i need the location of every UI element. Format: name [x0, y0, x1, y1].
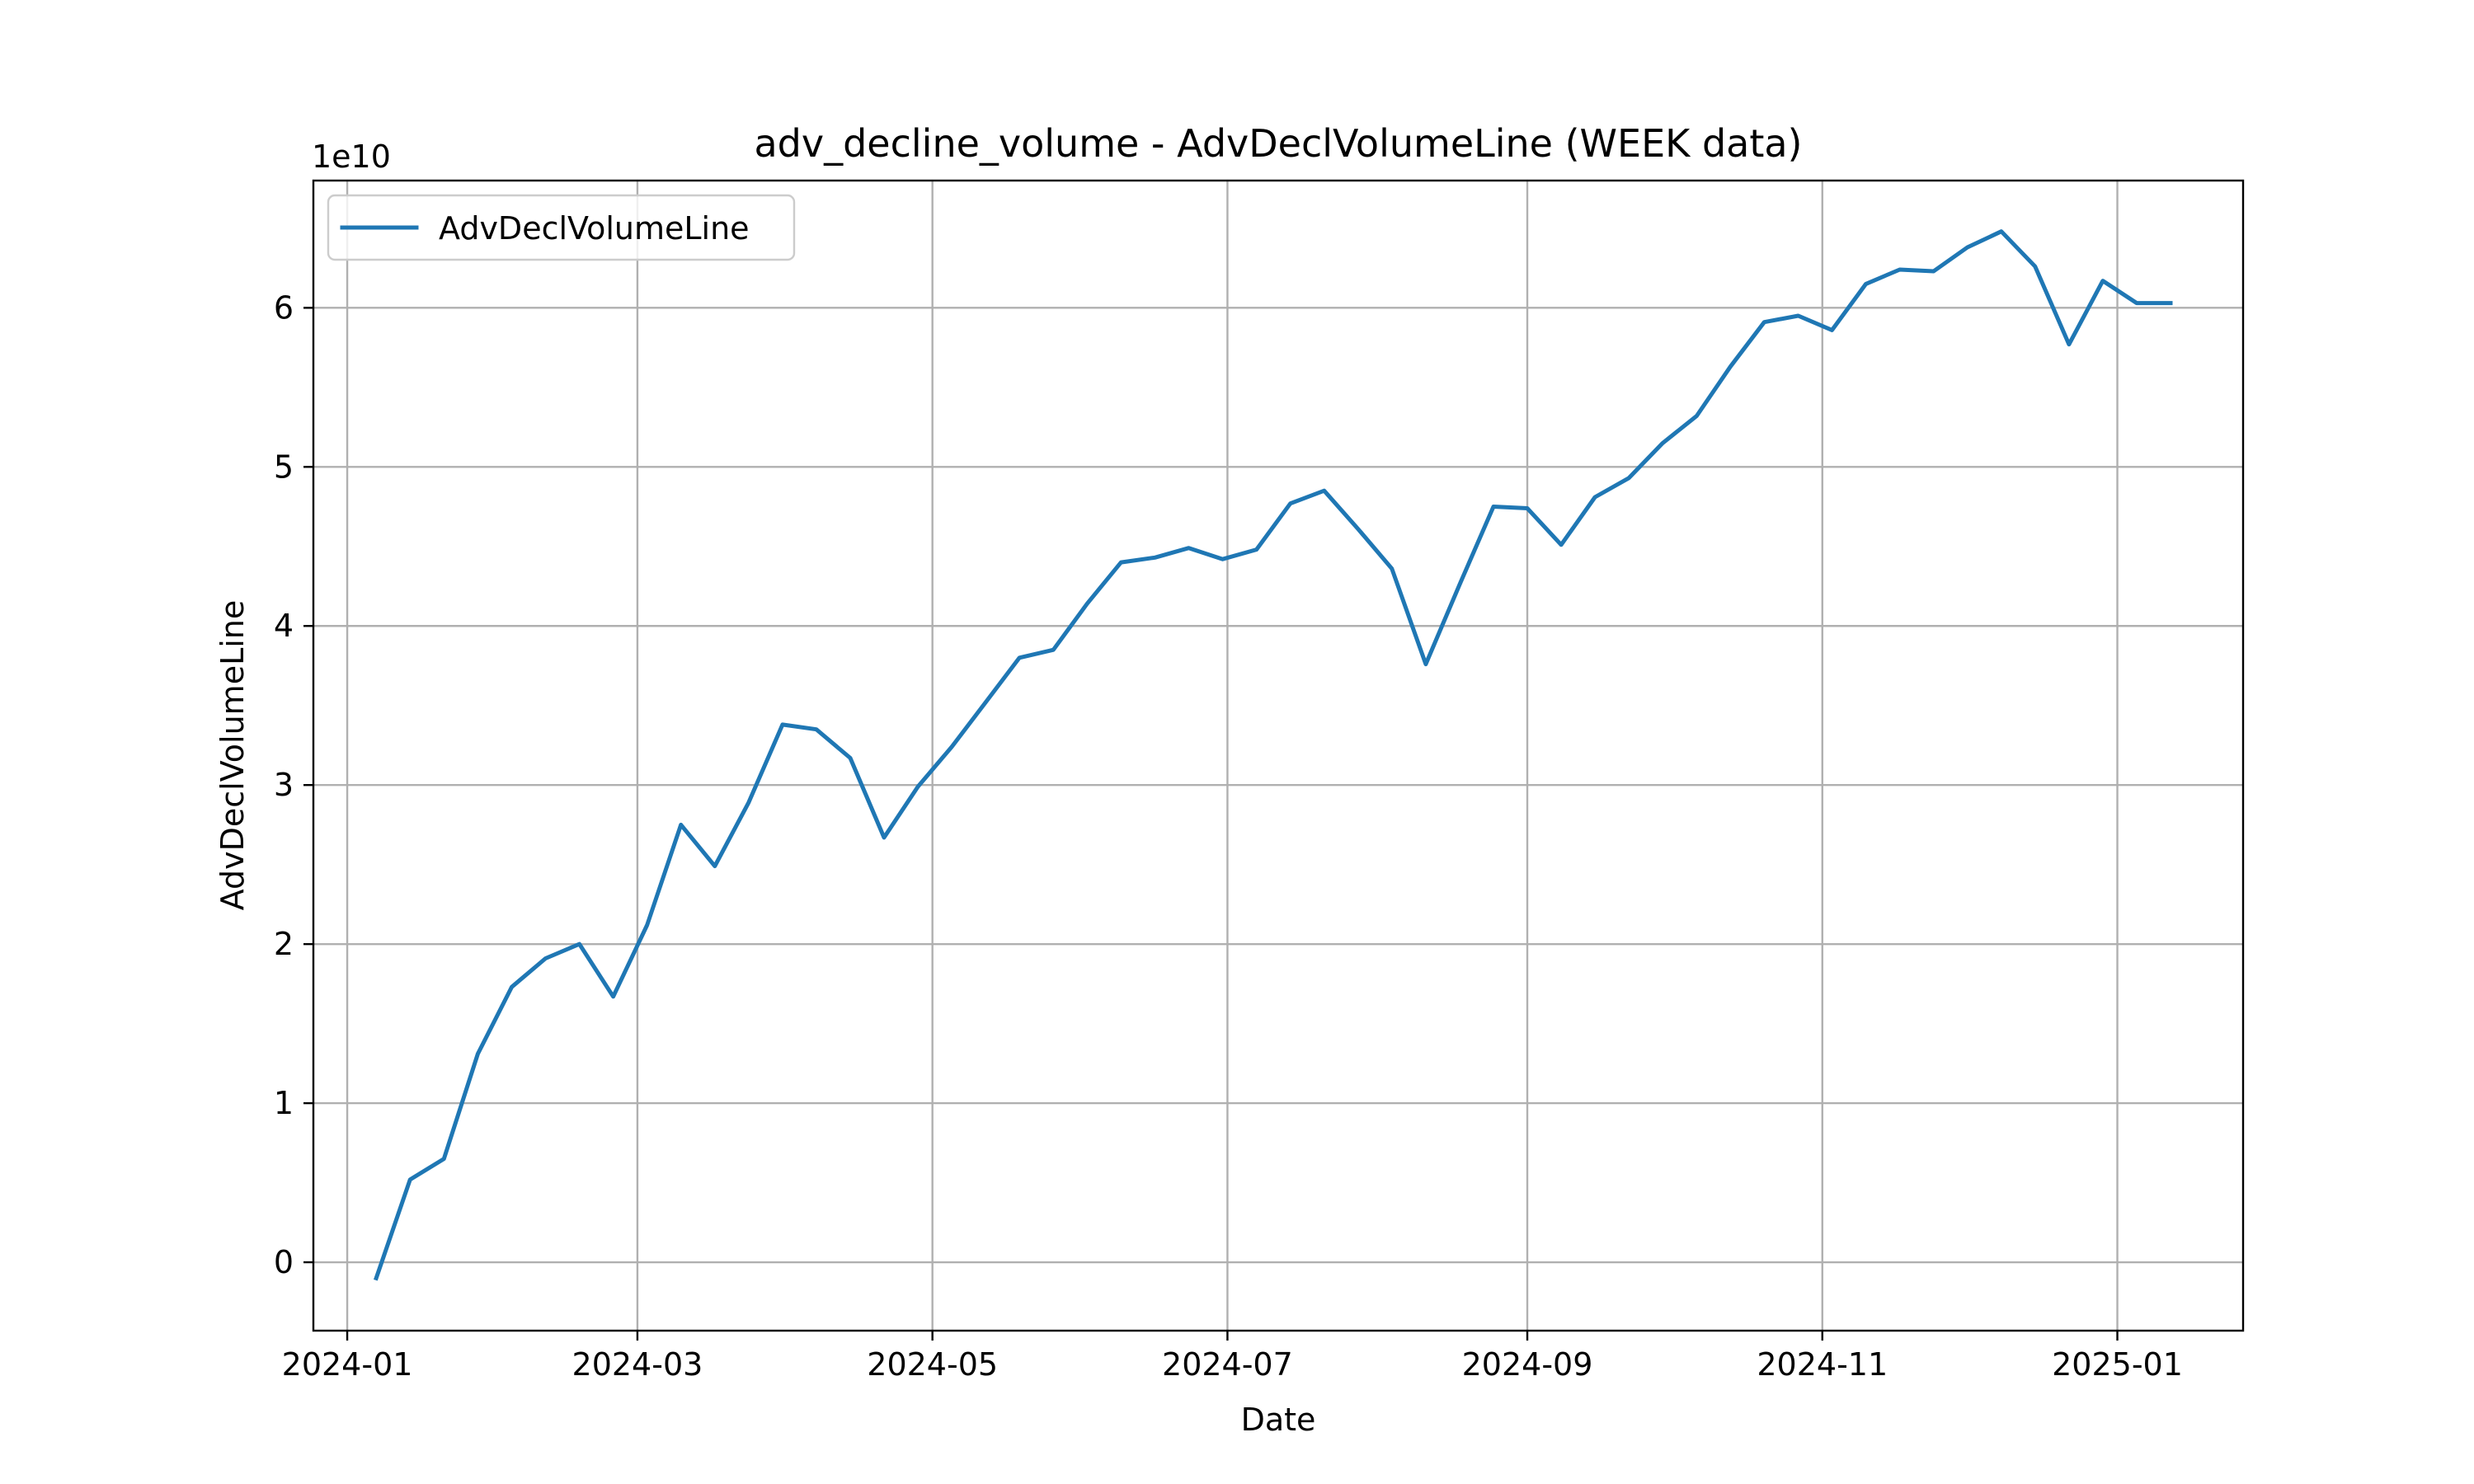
y-axis-offset-label: 1e10 — [312, 139, 391, 175]
y-axis-ticks: 0 1 2 3 4 5 6 — [274, 289, 313, 1280]
y-tick-label: 6 — [274, 289, 294, 326]
x-tick-label: 2025-01 — [2052, 1346, 2183, 1383]
legend-box — [327, 194, 796, 261]
series-line — [374, 229, 2173, 1281]
x-tick-label: 2024-05 — [867, 1346, 998, 1383]
x-tick-label: 2024-03 — [572, 1346, 703, 1383]
grid — [313, 181, 2243, 1331]
x-tick-label: 2024-09 — [1462, 1346, 1593, 1383]
y-tick-label: 1 — [274, 1085, 294, 1121]
x-axis-label: Date — [1241, 1402, 1316, 1438]
legend-label: AdvDeclVolumeLine — [439, 210, 750, 247]
series-layer — [374, 229, 2173, 1281]
y-tick-label: 2 — [274, 926, 294, 962]
y-tick-label: 0 — [274, 1244, 294, 1280]
x-tick-label: 2024-07 — [1162, 1346, 1293, 1383]
plot-area-frame — [312, 179, 2245, 1332]
x-tick-label: 2024-11 — [1757, 1346, 1888, 1383]
legend: AdvDeclVolumeLine — [327, 194, 796, 261]
chart-title: adv_decline_volume - AdvDeclVolumeLine (… — [754, 121, 1802, 166]
y-tick-label: 5 — [274, 448, 294, 485]
y-axis-label: AdvDeclVolumeLine — [214, 600, 251, 911]
x-axis-ticks: 2024-01 2024-03 2024-05 2024-07 2024-09 2024-… — [282, 1331, 2183, 1383]
x-tick-label: 2024-01 — [282, 1346, 413, 1383]
y-tick-label: 3 — [274, 767, 294, 803]
y-tick-label: 4 — [274, 608, 294, 644]
